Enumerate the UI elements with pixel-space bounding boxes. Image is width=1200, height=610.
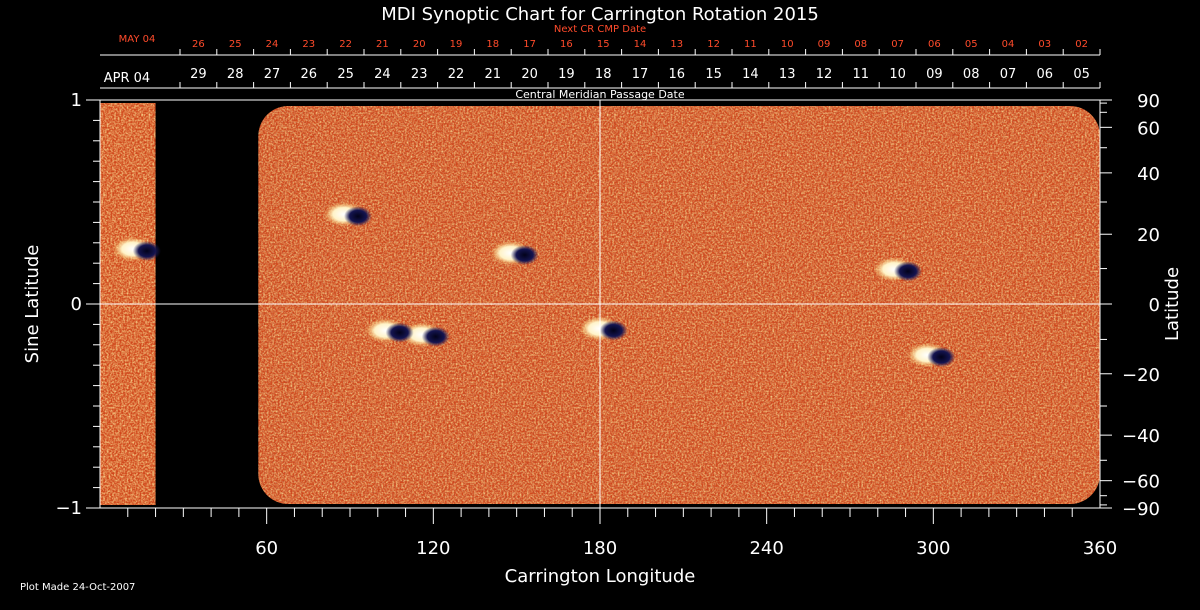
- y-left-tick-label: 0: [71, 294, 82, 315]
- top-axis-date: 12: [707, 39, 720, 50]
- top-axis-date: 25: [229, 39, 242, 50]
- top-axis-date: 11: [744, 39, 757, 50]
- chart-title: MDI Synoptic Chart for Carrington Rotati…: [381, 4, 819, 25]
- top-axis-date: 20: [521, 67, 538, 82]
- y-axis-right-label: Latitude: [1162, 267, 1183, 341]
- active-region-negative: [344, 206, 372, 227]
- x-axis-label: Carrington Longitude: [505, 566, 696, 587]
- top-axis-date: 17: [632, 67, 649, 82]
- plot-made-footer: Plot Made 24-Oct-2007: [20, 582, 135, 593]
- x-tick-label: 60: [255, 538, 278, 559]
- top-axis-date: 24: [374, 67, 391, 82]
- crosshair: [100, 100, 1100, 508]
- top-axis-1-title: Next CR CMP Date: [554, 24, 646, 35]
- y-left-tick-label: −1: [55, 498, 82, 519]
- top-axis-date: 16: [560, 39, 573, 50]
- top-axis-date: 17: [523, 39, 536, 50]
- y-left-tick-label: 1: [71, 90, 82, 111]
- top-axis-date: 10: [889, 67, 906, 82]
- top-axis-date: 06: [1037, 67, 1054, 82]
- top-axis-date: 07: [891, 39, 904, 50]
- top-axis-date: 13: [670, 39, 683, 50]
- top-axis-date: 05: [965, 39, 978, 50]
- active-region-negative: [894, 261, 922, 282]
- active-region-negative: [599, 320, 628, 341]
- x-tick-label: 300: [916, 538, 950, 559]
- top-axis-date: 21: [376, 39, 389, 50]
- top-axis-date: 26: [192, 39, 205, 50]
- top-axis-date: 08: [854, 39, 867, 50]
- top-axis-date: 07: [1000, 67, 1017, 82]
- top-axis-first-date: APR 04: [104, 71, 150, 86]
- y-right-tick-label: 40: [1137, 164, 1160, 185]
- y-right-tick-label: −40: [1122, 426, 1160, 447]
- top-axis-date: 09: [926, 67, 943, 82]
- top-axis-first-date: MAY 04: [119, 34, 156, 45]
- top-axis-2-title: Central Meridian Passage Date: [515, 88, 684, 101]
- top-axis-cmp: APR 04 29 28 27 26 25 24 23 22 21 20 19 18 17 16 15 14 13…: [100, 67, 1101, 89]
- y-right-tick-label: 0: [1149, 295, 1160, 316]
- top-axis-date: 27: [264, 67, 281, 82]
- top-axis-date: 25: [337, 67, 354, 82]
- top-axis-date: 19: [558, 67, 575, 82]
- x-axis: 60 120 180 240 300 360: [127, 508, 1117, 559]
- y-axis-left-label: Sine Latitude: [22, 245, 43, 364]
- x-tick-label: 240: [749, 538, 783, 559]
- top-axis-date: 29: [190, 67, 207, 82]
- active-region-negative: [927, 347, 956, 367]
- top-axis-date: 13: [779, 67, 796, 82]
- active-region-negative: [132, 240, 161, 261]
- top-axis-date: 26: [301, 67, 318, 82]
- top-axis-date: 22: [339, 39, 352, 50]
- active-region-negative: [510, 245, 539, 265]
- active-regions: [112, 202, 956, 367]
- top-axis-date: 06: [928, 39, 941, 50]
- top-axis-date: 09: [818, 39, 831, 50]
- top-axis-date: 04: [1002, 39, 1015, 50]
- top-axis-date: 24: [266, 39, 279, 50]
- active-region-negative: [385, 322, 414, 343]
- top-axis-date: 14: [742, 67, 759, 82]
- top-axis-date: 12: [816, 67, 833, 82]
- top-axis-date: 02: [1075, 39, 1088, 50]
- top-axis-date: 15: [705, 67, 722, 82]
- top-axis-date: 23: [411, 67, 428, 82]
- top-axis-date: 11: [853, 67, 870, 82]
- top-axis-date: 22: [448, 67, 465, 82]
- top-axis-date: 03: [1038, 39, 1051, 50]
- texture-main-dark: [258, 106, 1100, 504]
- top-axis-date: 18: [595, 67, 612, 82]
- top-axis-date: 16: [669, 67, 686, 82]
- y-right-tick-label: −90: [1122, 499, 1160, 520]
- x-tick-label: 120: [416, 538, 450, 559]
- top-axis-date: 14: [634, 39, 647, 50]
- top-axis-date: 15: [597, 39, 610, 50]
- active-region-negative: [421, 326, 450, 347]
- y-axis-left: −1 0 1: [55, 90, 100, 519]
- top-axis-date: 05: [1073, 67, 1090, 82]
- top-axis-date: 23: [302, 39, 315, 50]
- x-tick-label: 360: [1083, 538, 1117, 559]
- y-right-tick-label: −20: [1122, 365, 1160, 386]
- top-axis-date: 21: [485, 67, 502, 82]
- top-axis-date: 08: [963, 67, 980, 82]
- y-right-tick-label: 60: [1137, 118, 1160, 139]
- top-axis-date: 28: [227, 67, 244, 82]
- top-axis-next-cr: MAY 04 26 25 24 23 22 21 20 19 18 17 16 15 14 13 12 11 10…: [100, 34, 1101, 56]
- y-right-tick-label: −60: [1122, 472, 1160, 493]
- top-axis-date: 20: [413, 39, 426, 50]
- y-right-tick-label: 20: [1137, 225, 1160, 246]
- top-axis-date: 10: [781, 39, 794, 50]
- y-right-tick-label: 90: [1137, 91, 1160, 112]
- top-axis-date: 19: [450, 39, 463, 50]
- x-tick-label: 180: [583, 538, 617, 559]
- y-axis-right: −90 −60 −40 −20 0 20 40 60 90: [1100, 91, 1160, 520]
- top-axis-date: 18: [486, 39, 499, 50]
